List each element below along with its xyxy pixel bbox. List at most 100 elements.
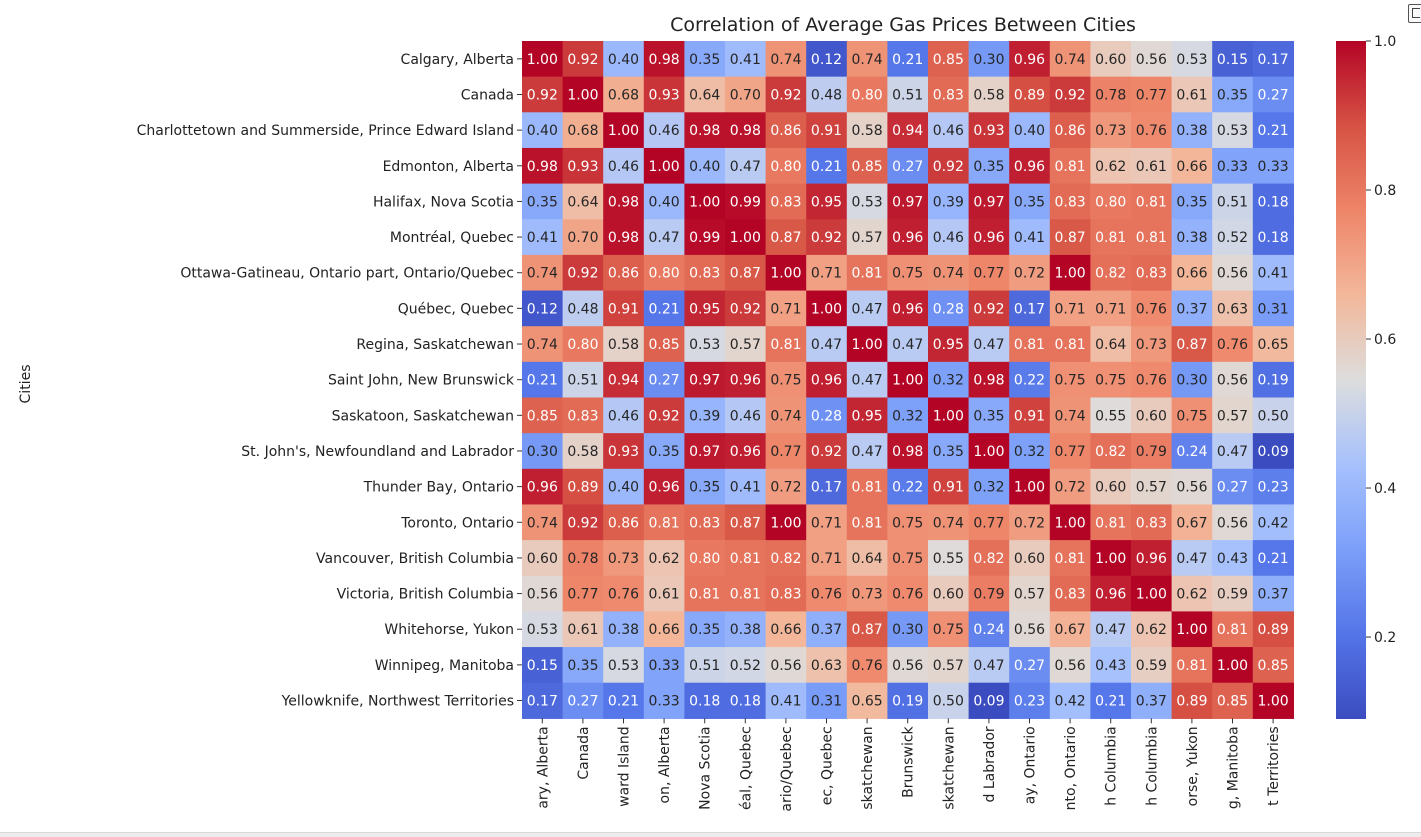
cell-value-label: 0.76: [1136, 373, 1167, 389]
cell-value-label: 0.17: [1014, 301, 1045, 317]
heatmap-cell: [806, 361, 848, 399]
heatmap-cell: [1049, 682, 1091, 719]
heatmap-cell: [968, 433, 1010, 470]
heatmap-cell: [603, 254, 645, 292]
cell-value-label: 0.12: [811, 52, 842, 68]
cell-value-label: 0.53: [1176, 52, 1207, 68]
heatmap-cell: [1252, 290, 1294, 327]
heatmap-cell: [1090, 112, 1132, 149]
cell-value-label: 0.99: [730, 194, 761, 210]
cell-value-label: 0.56: [892, 658, 923, 674]
heatmap-cell: [725, 112, 767, 149]
heatmap-cell: [684, 219, 726, 256]
column-label: Canada: [576, 726, 592, 779]
cell-value-label: 0.86: [770, 123, 801, 139]
heatmap-cell: [1009, 147, 1051, 185]
cell-value-label: 0.57: [730, 337, 761, 353]
cell-value-label: 0.74: [527, 266, 558, 282]
cell-value-label: 0.17: [811, 480, 842, 496]
heatmap-cell: [1131, 326, 1173, 363]
cell-value-label: 0.87: [852, 622, 883, 638]
horizontal-scrollbar[interactable]: [0, 832, 1421, 837]
column-label: g, Manitoba: [1226, 726, 1242, 809]
cell-value-label: 0.41: [1258, 266, 1289, 282]
heatmap-cell: [725, 290, 767, 327]
column-label: orse, Yukon: [1185, 726, 1201, 806]
heatmap-cell: [1009, 41, 1051, 78]
heatmap-cell: [1090, 361, 1132, 399]
cell-value-label: 0.95: [933, 337, 964, 353]
heatmap-cell: [1252, 326, 1294, 363]
heatmap-cell: [846, 361, 888, 399]
cell-value-label: 0.68: [567, 123, 598, 139]
cell-value-label: 0.58: [567, 444, 598, 460]
cell-value-label: 0.21: [608, 694, 639, 710]
heatmap-cell: [603, 76, 645, 113]
cell-value-label: 1.00: [608, 123, 639, 139]
cell-value-label: 0.89: [1014, 87, 1045, 103]
heatmap-cell: [643, 147, 685, 185]
heatmap-cell: [765, 254, 807, 292]
cell-value-label: 0.83: [567, 408, 598, 424]
cell-value-label: 0.15: [1217, 52, 1248, 68]
heatmap-cell: [1049, 41, 1091, 78]
heatmap-cell: [846, 540, 888, 577]
cell-value-label: 0.21: [1258, 123, 1289, 139]
cell-value-label: 0.40: [649, 194, 680, 210]
heatmap-cell: [1171, 433, 1213, 470]
heatmap-cell: [1131, 397, 1173, 434]
cell-value-label: 0.43: [1095, 658, 1126, 674]
cell-value-label: 0.81: [730, 587, 761, 603]
cell-value-label: 0.32: [1014, 444, 1045, 460]
cell-value-label: 0.83: [1136, 266, 1167, 282]
heatmap-cell: [643, 112, 685, 149]
cell-value-label: 0.47: [811, 337, 842, 353]
cell-value-label: 0.33: [1258, 159, 1289, 175]
heatmap-cell: [643, 504, 685, 541]
cell-value-label: 0.92: [811, 444, 842, 460]
heatmap-cell: [928, 682, 970, 719]
cell-value-label: 0.77: [1136, 87, 1167, 103]
heatmap-cell: [968, 397, 1010, 434]
heatmap-cell: [928, 433, 970, 470]
cell-value-label: 0.21: [1258, 551, 1289, 567]
heatmap-cell: [846, 219, 888, 256]
cell-value-label: 0.98: [973, 373, 1004, 389]
cell-value-label: 0.60: [1095, 480, 1126, 496]
cell-value-label: 0.63: [1217, 301, 1248, 317]
copy-icon[interactable]: [1408, 4, 1421, 23]
cell-value-label: 0.37: [1258, 587, 1289, 603]
heatmap-cell: [1090, 433, 1132, 470]
cell-value-label: 0.61: [567, 622, 598, 638]
heatmap-cell: [846, 254, 888, 292]
row-label: Toronto, Ontario: [400, 515, 514, 531]
heatmap-cell: [725, 682, 767, 719]
heatmap-cell: [684, 611, 726, 648]
heatmap-cell: [1212, 76, 1254, 113]
cell-value-label: 0.27: [892, 159, 923, 175]
heatmap-cell: [1212, 504, 1254, 541]
cell-value-label: 0.52: [1217, 230, 1248, 246]
cell-value-label: 0.35: [1014, 194, 1045, 210]
heatmap-cell: [928, 112, 970, 149]
column-label: ward Island: [617, 726, 633, 807]
heatmap-cell: [928, 76, 970, 113]
heatmap-cell: [846, 326, 888, 363]
cell-value-label: 1.00: [892, 373, 923, 389]
heatmap-cell: [968, 290, 1010, 327]
heatmap-cell: [522, 575, 564, 612]
heatmap-cell: [1090, 397, 1132, 434]
cell-value-label: 0.93: [973, 123, 1004, 139]
cell-value-label: 0.35: [689, 52, 720, 68]
cell-value-label: 0.60: [527, 551, 558, 567]
cell-value-label: 0.56: [1136, 52, 1167, 68]
cell-value-label: 0.56: [1014, 622, 1045, 638]
heatmap-cell: [643, 219, 685, 256]
cell-value-label: 0.46: [933, 230, 964, 246]
cell-value-label: 0.40: [689, 159, 720, 175]
heatmap-cell: [1009, 647, 1051, 684]
heatmap-cell: [643, 433, 685, 470]
cell-value-label: 0.56: [1217, 266, 1248, 282]
cell-value-label: 0.83: [1055, 587, 1086, 603]
heatmap-cell: [1131, 219, 1173, 256]
